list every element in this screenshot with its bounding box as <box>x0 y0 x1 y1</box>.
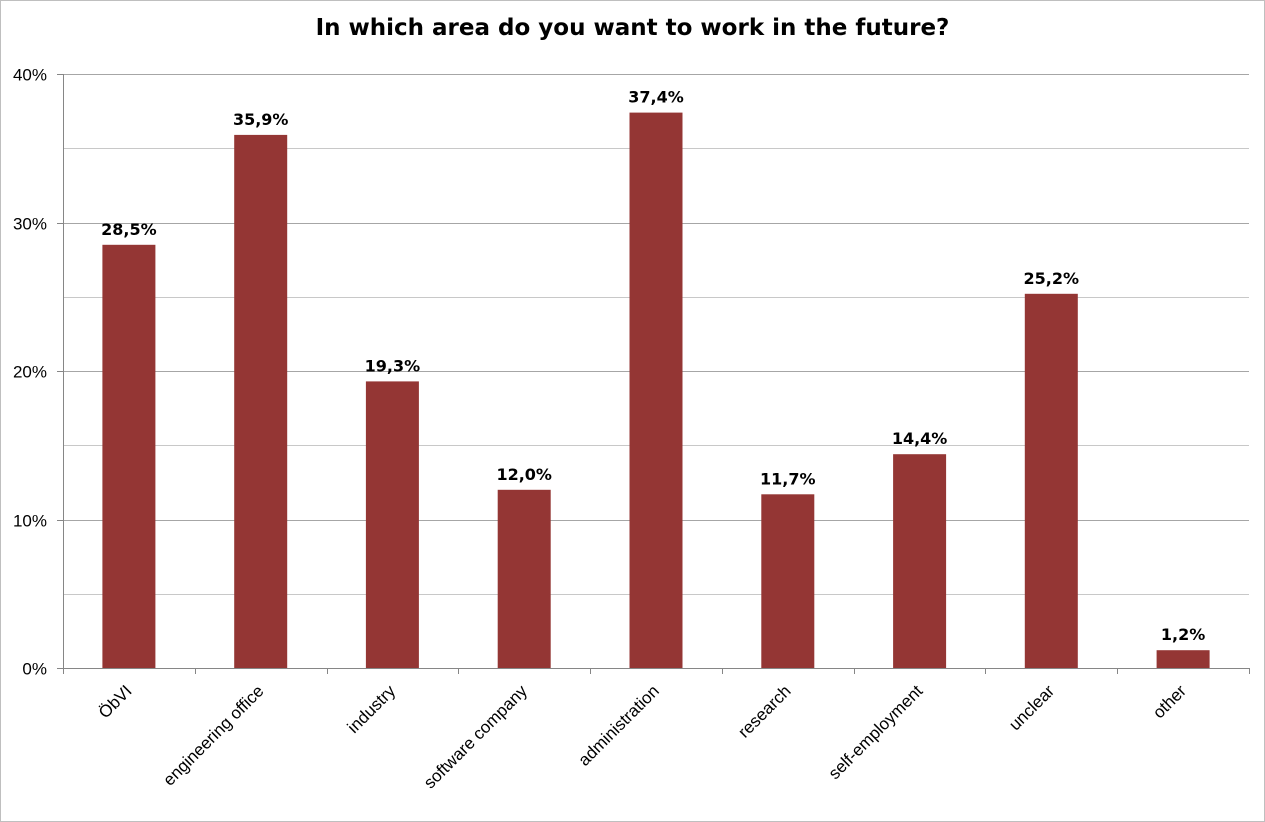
chart-title: In which area do you want to work in the… <box>315 15 950 41</box>
data-label: 25,2% <box>1024 269 1080 288</box>
data-label: 19,3% <box>365 356 421 375</box>
y-tick-label: 20% <box>13 363 47 382</box>
data-label: 14,4% <box>892 429 948 448</box>
y-tick-label: 40% <box>13 66 47 85</box>
data-label: 28,5% <box>101 220 157 239</box>
data-label: 12,0% <box>496 465 552 484</box>
bar <box>102 244 156 669</box>
x-tick-label: other <box>1149 681 1190 722</box>
x-tick-label: ÖbVI <box>95 681 136 722</box>
data-label: 35,9% <box>233 110 289 129</box>
y-tick-label: 10% <box>13 512 47 531</box>
bar <box>1024 293 1078 668</box>
x-tick-label: unclear <box>1005 681 1058 734</box>
y-tick-label: 0% <box>22 660 47 679</box>
x-tick-label: industry <box>344 681 400 737</box>
y-tick-label: 30% <box>13 215 47 234</box>
data-label: 37,4% <box>628 88 684 107</box>
x-tick-label: research <box>734 681 794 741</box>
bar <box>365 381 419 668</box>
data-label: 1,2% <box>1161 625 1205 644</box>
bar <box>234 134 288 668</box>
x-tick-label: administration <box>575 681 663 769</box>
x-tick-label: engineering office <box>159 681 267 789</box>
x-tick-label: software company <box>420 681 531 792</box>
bar <box>629 112 683 669</box>
bar <box>761 494 815 668</box>
x-tick-label: self-employment <box>825 681 927 783</box>
bar <box>1156 650 1210 668</box>
bar <box>497 489 551 668</box>
data-label: 11,7% <box>760 469 816 488</box>
bar <box>893 454 947 668</box>
